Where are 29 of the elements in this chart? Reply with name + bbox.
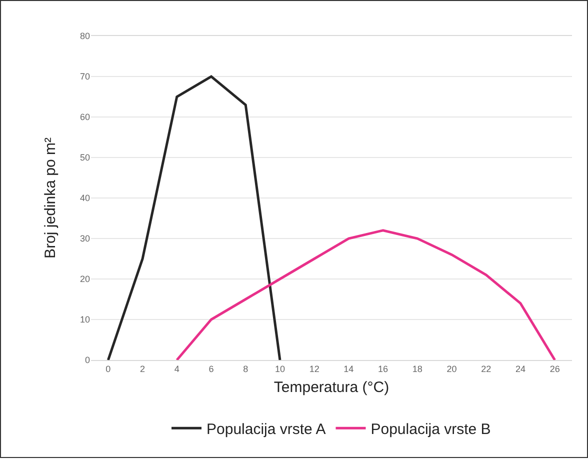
y-tick-label: 80 <box>80 31 90 42</box>
x-tick-label: 10 <box>274 364 285 374</box>
x-tick-label: 2 <box>140 364 146 374</box>
legend-label: Populacija vrste B <box>370 420 491 438</box>
y-axis-title: Broj jedinka po m² <box>42 138 60 258</box>
x-tick-label: 0 <box>106 364 111 374</box>
legend-label: Populacija vrste A <box>206 420 326 438</box>
x-tick-label: 14 <box>344 364 354 374</box>
x-tick-label: 24 <box>515 364 526 374</box>
y-tick-label: 30 <box>80 234 90 244</box>
x-axis-title: Temperatura (°C) <box>274 378 390 396</box>
x-tick-label: 8 <box>243 364 248 374</box>
y-tick-label: 40 <box>80 193 90 204</box>
y-tick-label: 10 <box>80 314 90 325</box>
y-tick-label: 0 <box>84 355 90 366</box>
x-tick-label: 6 <box>208 364 214 374</box>
line-series <box>176 229 556 360</box>
x-tick-label: 4 <box>174 364 180 374</box>
x-tick-label: 22 <box>481 364 492 374</box>
x-tick-label: 26 <box>550 364 560 374</box>
y-tick-label: 50 <box>80 152 90 163</box>
x-tick-label: 12 <box>309 364 320 374</box>
x-tick-label: 16 <box>378 364 388 374</box>
y-tick-label: 60 <box>80 112 90 122</box>
x-tick-label: 18 <box>412 364 422 374</box>
x-tick-label: 20 <box>446 364 457 374</box>
y-tick-label: 70 <box>80 72 90 82</box>
line-series <box>106 75 282 360</box>
y-tick-label: 20 <box>80 274 90 284</box>
